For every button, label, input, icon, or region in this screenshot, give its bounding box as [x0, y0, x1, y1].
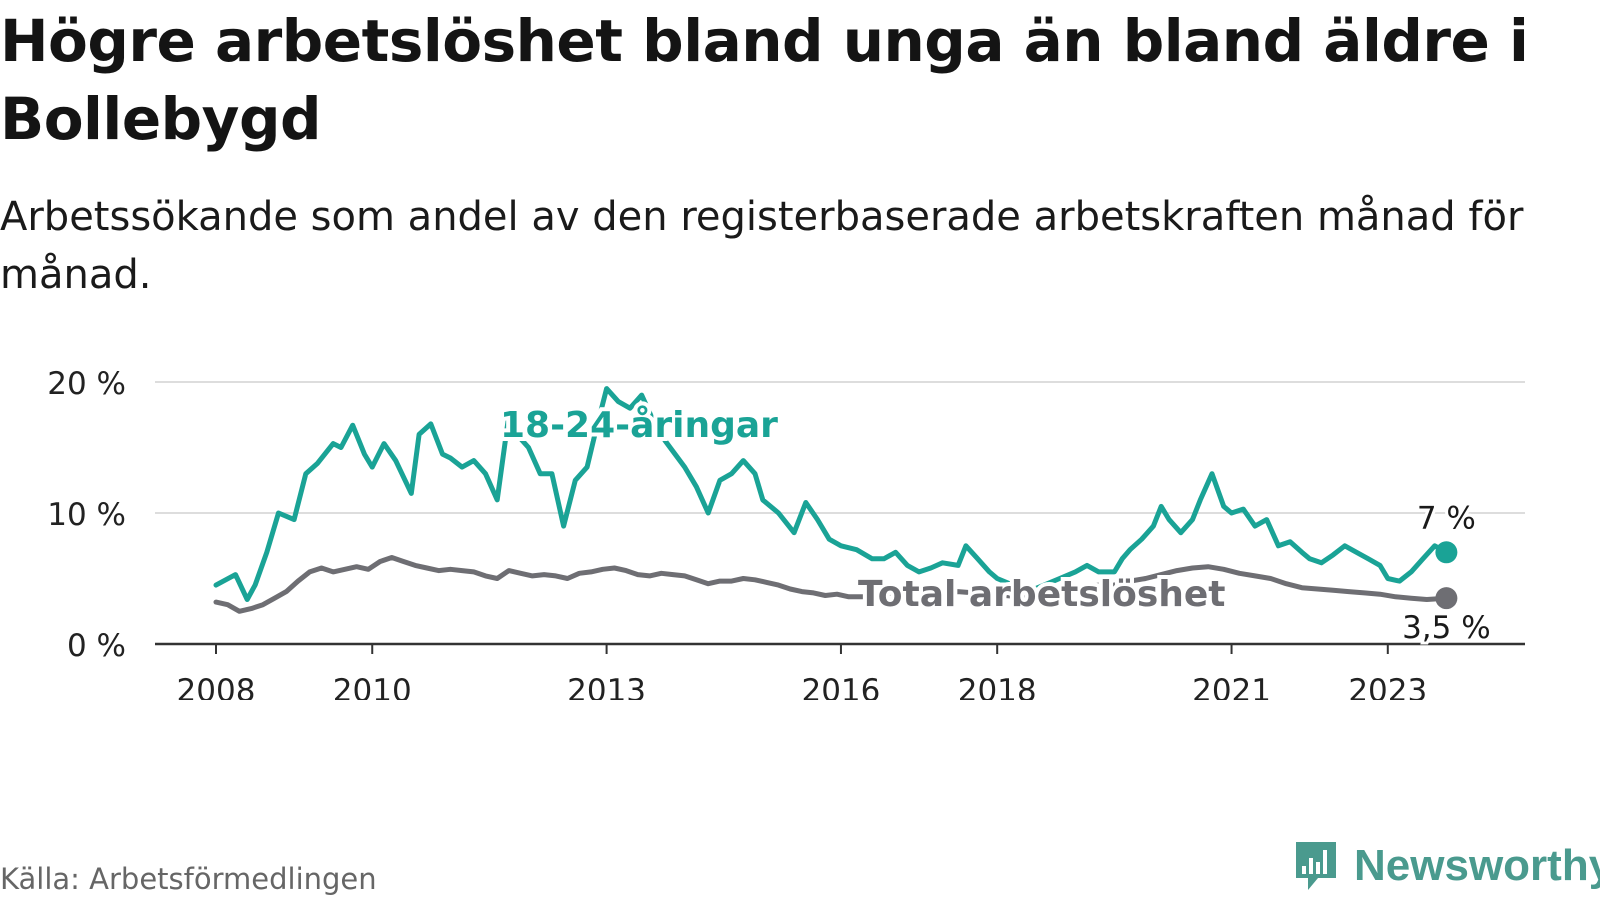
- series-end-label: 7 %: [1417, 500, 1476, 536]
- x-tick-label: 2021: [1192, 673, 1271, 700]
- chart-subtitle: Arbetssökande som andel av den registerb…: [0, 194, 1524, 298]
- brand-logo: Newsworthy: [1292, 838, 1600, 894]
- series-end-point: [1435, 587, 1458, 610]
- label-layer: 7 % 18-24-åringar 3,5 % Total arbetslöshet: [496, 401, 1494, 649]
- source-note: Källa: Arbetsförmedlingen: [0, 862, 377, 896]
- grid-layer: 0 % 10 % 20 % 2008 2010 2013 2016 2018 2021 2023: [47, 366, 1525, 700]
- series-end-point: [1435, 541, 1458, 564]
- series-end-label: 3,5 %: [1402, 610, 1491, 646]
- x-tick-label: 2008: [177, 673, 256, 700]
- bar-chart-icon: [1296, 842, 1336, 890]
- total-series-line: [213, 555, 1449, 614]
- y-tick-label: 20 %: [47, 366, 126, 402]
- x-tick-label: 2016: [801, 673, 880, 700]
- x-tick-label: 2013: [567, 673, 646, 700]
- series-label: Total arbetslöshet: [858, 574, 1226, 615]
- youth-series-line: [213, 386, 1449, 602]
- y-tick-label: 10 %: [47, 497, 126, 533]
- x-tick-label: 2023: [1348, 673, 1427, 700]
- series-layer: [213, 386, 1458, 614]
- x-tick-label: 2010: [333, 673, 412, 700]
- line-chart: 0 %10 %20 %2008 2010 2013 2016 2018 2021 2023 …: [47, 366, 1525, 700]
- x-tick-label: 2018: [958, 673, 1037, 700]
- chart-title: Högre arbetslöshet bland unga än bland ä…: [0, 7, 1529, 153]
- series-label: 18-24-åringar: [500, 405, 778, 446]
- brand-name: Newsworthy: [1354, 841, 1600, 890]
- y-tick-label: 0 %: [67, 628, 126, 664]
